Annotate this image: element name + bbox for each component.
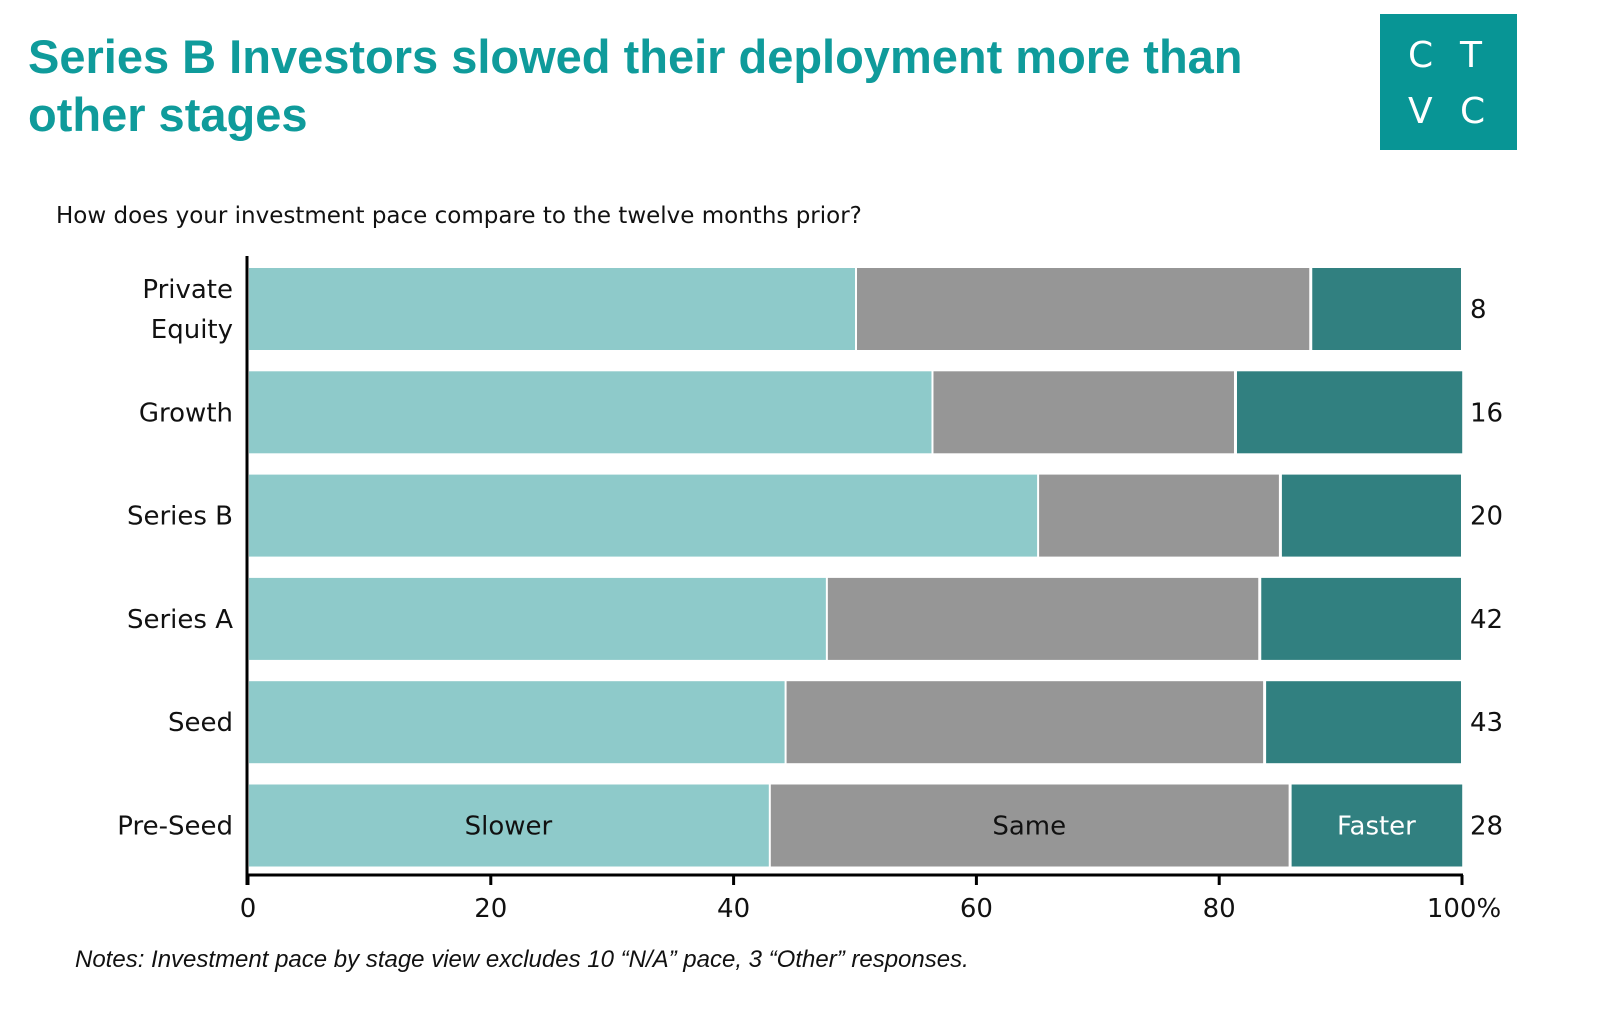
response-count-label: 16 [1470, 398, 1503, 428]
logo-letter: C [1460, 91, 1486, 132]
chart-notes: Notes: Investment pace by stage view exc… [75, 946, 969, 973]
bar-segment-slower [249, 784, 769, 867]
bar-segment-same [933, 371, 1234, 454]
bar-segment-same [1039, 474, 1279, 557]
in-bar-label: Slower [465, 812, 553, 842]
x-tick-label: 100% [1427, 894, 1501, 924]
response-count-label: 8 [1470, 295, 1487, 325]
bar-segment-same [786, 681, 1264, 764]
chart-subtitle: How does your investment pace compare to… [56, 203, 862, 229]
category-label: Seed [168, 708, 233, 738]
page-title: Series B Investors slowed their deployme… [28, 30, 1243, 141]
bar-segment-faster [1312, 268, 1461, 350]
x-tick-label: 60 [960, 894, 993, 924]
ctvc-logo: C T V C [1380, 14, 1517, 150]
bar-segment-same [827, 577, 1259, 660]
bar-segment-same [857, 268, 1310, 350]
category-label: Growth [139, 398, 233, 428]
bar-segment-faster [1236, 371, 1463, 454]
x-tick-label: 20 [474, 894, 507, 924]
bar-segment-slower [249, 681, 785, 764]
bar-segment-slower [249, 371, 932, 454]
logo-letter: T [1460, 35, 1482, 76]
x-tick-label: 80 [1203, 894, 1236, 924]
logo-letter: C [1408, 35, 1434, 76]
bar-segment-faster [1291, 784, 1463, 867]
response-count-label: 42 [1470, 605, 1503, 635]
bar-segment-slower [249, 474, 1038, 557]
response-count-label: 28 [1470, 812, 1503, 842]
response-count-label: 43 [1470, 708, 1503, 738]
in-bar-label: Same [992, 812, 1066, 842]
bar-segment-slower [249, 577, 826, 660]
bar-segment-same [770, 784, 1289, 867]
logo-letter: V [1408, 91, 1433, 132]
category-label: Series A [127, 605, 233, 635]
category-label: Pre-Seed [117, 812, 233, 842]
x-tick-label: 0 [240, 894, 257, 924]
x-tick-label: 40 [717, 894, 750, 924]
bar-segment-faster [1266, 681, 1461, 764]
in-bar-label: Faster [1337, 812, 1416, 842]
category-label: Private [142, 275, 233, 305]
category-label: Equity [151, 315, 233, 345]
bar-segment-slower [249, 268, 855, 350]
bar-segment-faster [1281, 474, 1461, 557]
bar-segment-faster [1261, 577, 1461, 660]
category-label: Series B [127, 502, 233, 532]
response-count-label: 20 [1470, 502, 1503, 532]
